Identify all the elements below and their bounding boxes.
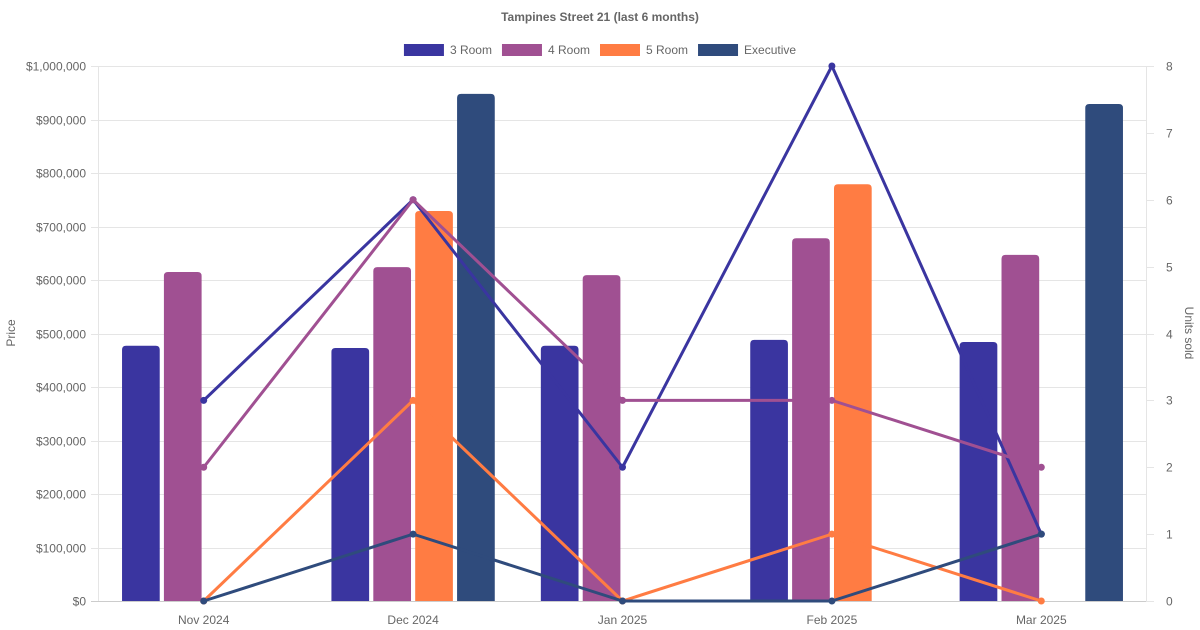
- point-4-room: [200, 463, 208, 471]
- legend-swatch: [600, 44, 640, 56]
- y2-axis-title: Units sold: [1182, 307, 1196, 360]
- legend-item[interactable]: 4 Room: [501, 43, 590, 57]
- y-tick-label: $1,000,000: [26, 60, 86, 74]
- bar-4-room: [373, 267, 412, 601]
- legend-label: 4 Room: [548, 43, 590, 57]
- legend-item[interactable]: Executive: [698, 43, 796, 57]
- bar-3-room: [750, 339, 788, 601]
- x-tick-label: Dec 2024: [387, 613, 439, 627]
- y-tick-label: $400,000: [36, 381, 86, 395]
- bar-3-room: [540, 345, 579, 601]
- y-tick-label: $700,000: [36, 221, 86, 235]
- bar-3-room: [331, 347, 370, 601]
- x-tick-label: Feb 2025: [807, 613, 858, 627]
- point-3-room: [619, 463, 626, 471]
- y-tick-label: $0: [73, 595, 87, 609]
- legend-swatch: [698, 44, 739, 56]
- y2-tick-label: 6: [1166, 194, 1173, 208]
- x-tick-label: Jan 2025: [598, 613, 648, 627]
- bar-3-room: [122, 345, 160, 601]
- point-5-room: [409, 396, 417, 404]
- y-axis-left: $0 $100,000 $200,000 $300,000 $400,000 $500,0…: [26, 60, 99, 609]
- point-5-room: [828, 530, 836, 538]
- point-3-room: [828, 62, 836, 70]
- bars: [122, 93, 1123, 602]
- line-4-room: [202, 198, 1042, 469]
- legend-label: 5 Room: [646, 43, 688, 57]
- bar-5-room: [833, 184, 872, 602]
- chart-title: Tampines Street 21 (last 6 months): [501, 10, 699, 24]
- line-5-room: [202, 398, 1042, 603]
- y2-tick-label: 5: [1166, 261, 1173, 275]
- point-executive: [619, 597, 626, 605]
- bar-executive: [457, 93, 495, 601]
- bar-4-room: [163, 271, 202, 601]
- y-tick-label: $800,000: [36, 167, 86, 181]
- x-tick-label: Mar 2025: [1016, 613, 1067, 627]
- y-tick-label: $300,000: [36, 435, 86, 449]
- legend-label: 3 Room: [450, 43, 492, 57]
- line-executive: [203, 532, 1042, 603]
- point-4-room: [1037, 463, 1045, 471]
- legend-label: Executive: [744, 43, 796, 57]
- bar-4-room: [1001, 254, 1040, 602]
- legend-item[interactable]: 5 Room: [600, 43, 688, 57]
- y2-tick-label: 7: [1166, 127, 1173, 141]
- x-axis: Nov 2024 Dec 2024 Jan 2025 Feb 2025 Mar 2025: [178, 613, 1067, 627]
- point-4-room: [619, 396, 626, 404]
- bar-4-room: [792, 238, 830, 601]
- y2-tick-label: 8: [1166, 60, 1173, 74]
- legend-swatch: [501, 44, 542, 56]
- y-tick-label: $900,000: [36, 114, 86, 128]
- point-executive: [200, 597, 208, 605]
- y2-tick-label: 2: [1166, 461, 1173, 475]
- y-tick-label: $600,000: [36, 274, 86, 288]
- y2-tick-label: 3: [1166, 394, 1173, 408]
- x-tick-label: Nov 2024: [178, 613, 230, 627]
- y-axis-right: 0 1 2 3 4 5 6 7 8: [1146, 60, 1173, 609]
- point-executive: [828, 597, 836, 605]
- point-3-room: [200, 396, 208, 404]
- y2-tick-label: 1: [1166, 528, 1173, 542]
- y2-tick-label: 0: [1166, 595, 1173, 609]
- point-5-room: [1037, 597, 1045, 605]
- y2-tick-label: 4: [1166, 328, 1173, 342]
- bar-3-room: [959, 342, 998, 601]
- legend: 3 Room 4 Room 5 Room Executive: [403, 43, 796, 57]
- point-4-room: [828, 396, 836, 404]
- point-executive: [409, 530, 417, 538]
- y-tick-label: $100,000: [36, 542, 86, 556]
- y-tick-label: $200,000: [36, 488, 86, 502]
- lines: [200, 62, 1045, 605]
- y-tick-label: $500,000: [36, 328, 86, 342]
- legend-swatch: [403, 44, 444, 56]
- bar-executive: [1085, 103, 1123, 602]
- point-executive: [1037, 530, 1045, 538]
- bar-5-room: [415, 210, 453, 602]
- legend-item[interactable]: 3 Room: [403, 43, 492, 57]
- point-4-room: [409, 196, 417, 204]
- y-axis-title: Price: [4, 319, 18, 347]
